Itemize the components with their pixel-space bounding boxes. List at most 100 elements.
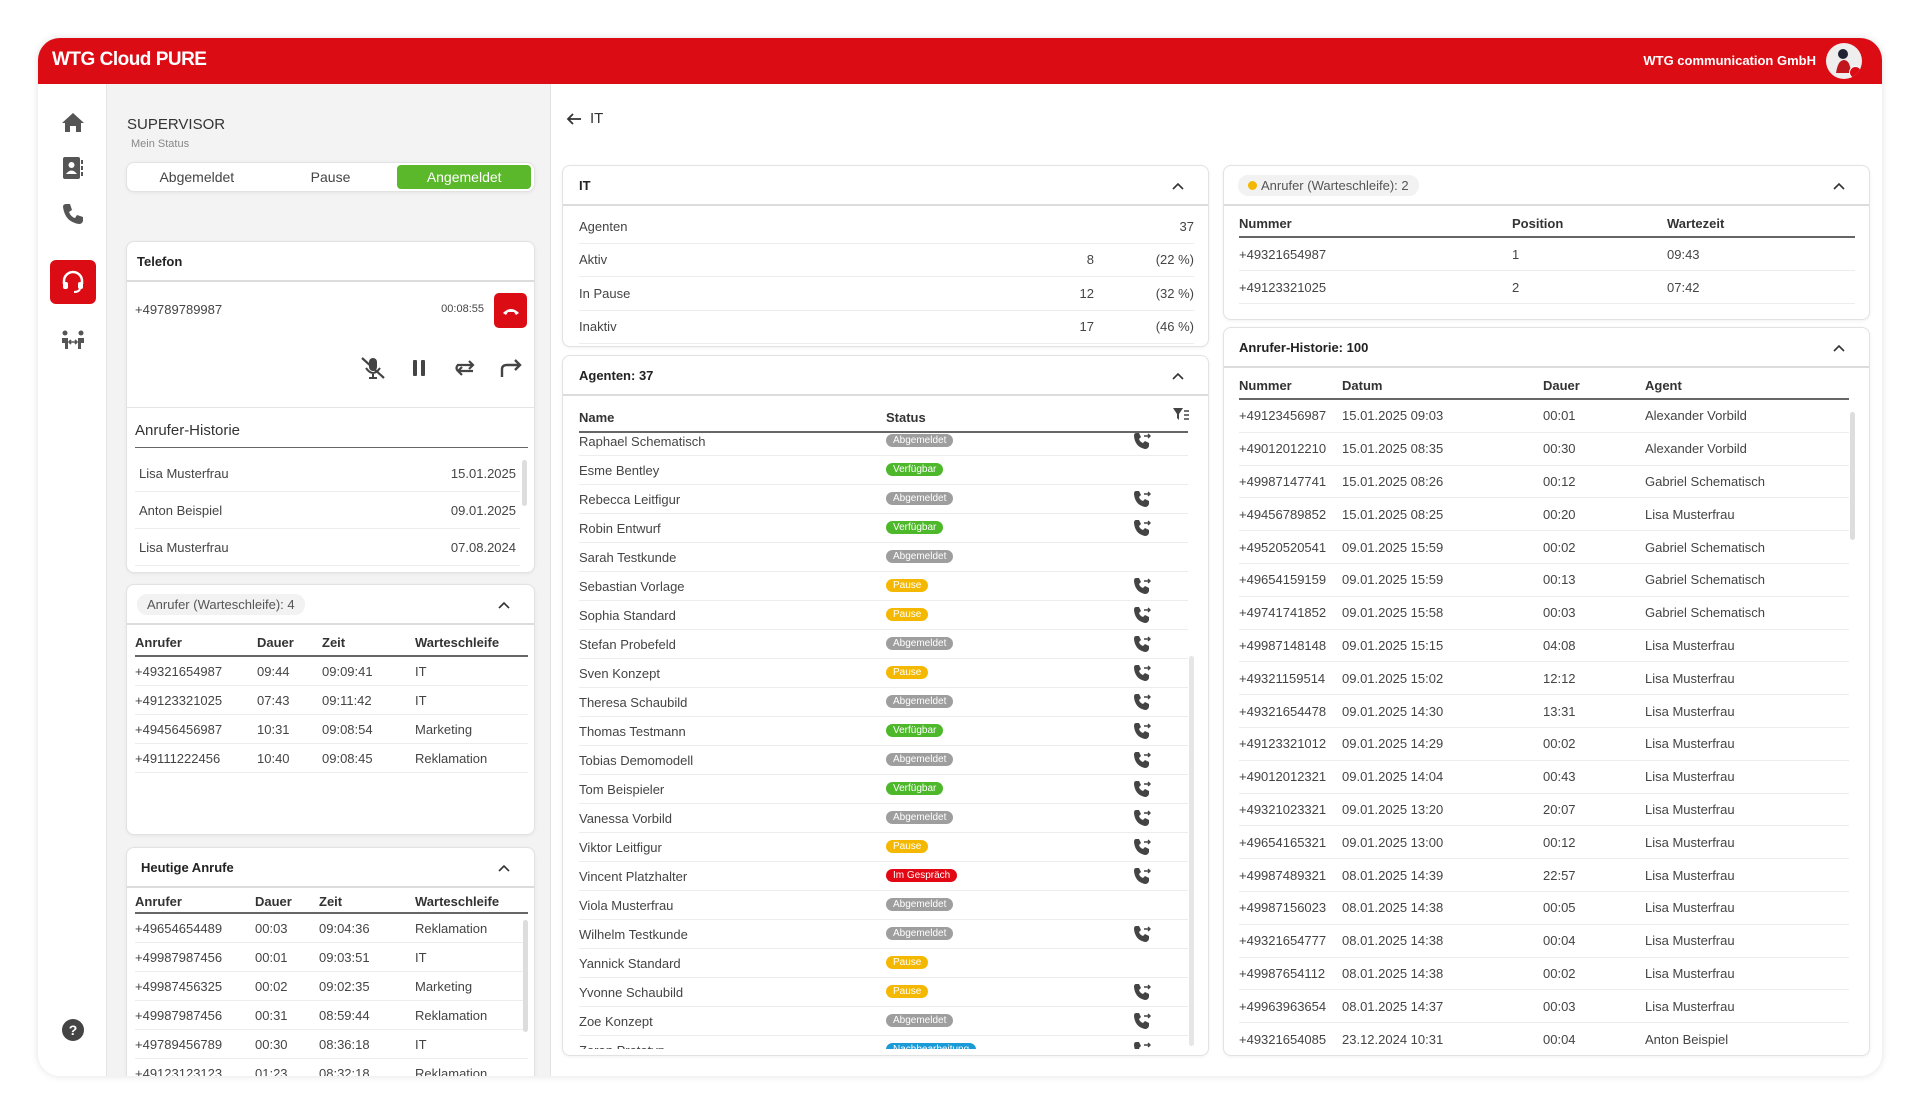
table-row[interactable]: +49123321025 07:43 09:11:42 IT: [135, 686, 528, 715]
it-history-header[interactable]: Anrufer-Historie: 100: [1224, 328, 1869, 368]
table-row[interactable]: +49321654987 09:44 09:09:41 IT: [135, 657, 528, 686]
table-row[interactable]: +49987987456 00:31 08:59:44 Reklamation: [135, 1001, 528, 1030]
today-scrollbar[interactable]: [523, 920, 528, 1032]
agent-row[interactable]: Sebastian Vorlage Pause: [579, 572, 1188, 601]
call-transfer-icon[interactable]: [1133, 664, 1151, 682]
table-row[interactable]: +49987156023 08.01.2025 14:38 00:05 Lisa Mu…: [1239, 892, 1849, 925]
agent-row[interactable]: Yannick Standard Pause: [579, 949, 1188, 978]
agent-row[interactable]: Zoe Konzept Abgemeldet: [579, 1007, 1188, 1036]
call-transfer-icon[interactable]: [1133, 1041, 1151, 1049]
queue-header[interactable]: Anrufer (Warteschleife): 4: [127, 585, 534, 625]
agent-row[interactable]: Raphael Schematisch Abgemeldet: [579, 427, 1188, 456]
forward-icon[interactable]: [498, 356, 524, 380]
agents-header[interactable]: Agenten: 37: [563, 356, 1208, 396]
transfer-icon[interactable]: [452, 356, 478, 380]
chevron-up-icon[interactable]: [1170, 368, 1186, 384]
chevron-up-icon[interactable]: [496, 860, 512, 876]
chevron-up-icon[interactable]: [1831, 340, 1847, 356]
call-transfer-icon[interactable]: [1133, 780, 1151, 798]
nav-home[interactable]: [50, 100, 96, 144]
table-row[interactable]: +49123456987 15.01.2025 09:03 00:01 Alexand…: [1239, 400, 1849, 433]
history-item[interactable]: Anton Beispiel 09.01.2025: [135, 492, 520, 529]
agent-row[interactable]: Stefan Probefeld Abgemeldet: [579, 630, 1188, 659]
table-row[interactable]: +49963963654 08.01.2025 14:37 00:03 Lisa Mu…: [1239, 990, 1849, 1024]
status-angemeldet[interactable]: Angemeldet: [397, 165, 532, 189]
mute-icon[interactable]: [360, 356, 386, 380]
filter-icon[interactable]: [1172, 406, 1190, 422]
agent-row[interactable]: Robin Entwurf Verfügbar: [579, 514, 1188, 543]
chevron-up-icon[interactable]: [1831, 178, 1847, 194]
call-transfer-icon[interactable]: [1133, 722, 1151, 740]
table-row[interactable]: +49654159159 09.01.2025 15:59 00:13 Gabriel…: [1239, 564, 1849, 597]
chevron-up-icon[interactable]: [1170, 178, 1186, 194]
avatar[interactable]: [1826, 43, 1862, 79]
nav-team[interactable]: [50, 318, 96, 362]
stat-row[interactable]: Inaktiv 17 (46 %): [579, 311, 1194, 344]
table-row[interactable]: +49321654987 1 09:43: [1239, 238, 1855, 271]
agent-row[interactable]: Esme Bentley Verfügbar: [579, 456, 1188, 485]
agent-row[interactable]: Wilhelm Testkunde Abgemeldet: [579, 920, 1188, 949]
agent-row[interactable]: Thomas Testmann Verfügbar: [579, 717, 1188, 746]
agent-row[interactable]: Vincent Platzhalter Im Gespräch: [579, 862, 1188, 891]
table-row[interactable]: +49321654478 09.01.2025 14:30 13:31 Lisa Mu…: [1239, 695, 1849, 728]
agent-row[interactable]: Sven Konzept Pause: [579, 659, 1188, 688]
stat-row[interactable]: In Pause 12 (32 %): [579, 277, 1194, 311]
table-row[interactable]: +49987489321 08.01.2025 14:39 22:57 Lisa Mu…: [1239, 859, 1849, 892]
it-header[interactable]: IT: [563, 166, 1208, 206]
agent-row[interactable]: Tom Beispieler Verfügbar: [579, 775, 1188, 804]
call-transfer-icon[interactable]: [1133, 751, 1151, 769]
table-row[interactable]: +49123321025 2 07:42: [1239, 271, 1855, 304]
nav-contacts[interactable]: [50, 146, 96, 190]
table-row[interactable]: +49654165321 09.01.2025 13:00 00:12 Lisa Mu…: [1239, 826, 1849, 860]
nav-supervisor[interactable]: [50, 260, 96, 304]
call-transfer-icon[interactable]: [1133, 838, 1151, 856]
table-row[interactable]: +49789456789 00:30 08:36:18 IT: [135, 1030, 528, 1059]
back-link[interactable]: IT: [566, 110, 603, 127]
table-row[interactable]: +49987987456 00:01 09:03:51 IT: [135, 943, 528, 972]
table-row[interactable]: +49123321012 09.01.2025 14:29 00:02 Lisa Mu…: [1239, 728, 1849, 761]
history-scrollbar[interactable]: [522, 460, 527, 506]
today-header[interactable]: Heutige Anrufe: [127, 848, 534, 888]
chevron-up-icon[interactable]: [496, 597, 512, 613]
call-transfer-icon[interactable]: [1133, 606, 1151, 624]
status-pause[interactable]: Pause: [310, 169, 351, 185]
table-row[interactable]: +49654654489 00:03 09:04:36 Reklamation: [135, 914, 528, 943]
nav-help[interactable]: ?: [50, 1008, 96, 1052]
agent-row[interactable]: Theresa Schaubild Abgemeldet: [579, 688, 1188, 717]
call-transfer-icon[interactable]: [1133, 490, 1151, 508]
table-row[interactable]: +49456456987 10:31 09:08:54 Marketing: [135, 715, 528, 744]
agent-row[interactable]: Viktor Leitfigur Pause: [579, 833, 1188, 862]
agent-row[interactable]: Yvonne Schaubild Pause: [579, 978, 1188, 1007]
stat-row[interactable]: Agenten 37: [579, 210, 1194, 244]
table-row[interactable]: +49012012321 09.01.2025 14:04 00:43 Lisa Mu…: [1239, 761, 1849, 794]
call-transfer-icon[interactable]: [1133, 809, 1151, 827]
agent-row[interactable]: Sophia Standard Pause: [579, 601, 1188, 630]
table-row[interactable]: +49520520541 09.01.2025 15:59 00:02 Gabriel…: [1239, 531, 1849, 564]
history-item[interactable]: Lisa Musterfrau 15.01.2025: [135, 455, 520, 492]
table-row[interactable]: +49012012210 15.01.2025 08:35 00:30 Alexand…: [1239, 433, 1849, 466]
table-row[interactable]: +49987147741 15.01.2025 08:26 00:12 Gabriel…: [1239, 466, 1849, 499]
call-transfer-icon[interactable]: [1133, 577, 1151, 595]
nav-phone[interactable]: [50, 192, 96, 236]
call-transfer-icon[interactable]: [1133, 867, 1151, 885]
table-row[interactable]: +49321159514 09.01.2025 15:02 12:12 Lisa Mu…: [1239, 662, 1849, 696]
table-row[interactable]: +49321023321 09.01.2025 13:20 20:07 Lisa Mu…: [1239, 794, 1849, 827]
history-scrollbar[interactable]: [1850, 412, 1855, 540]
agents-scrollbar[interactable]: [1189, 656, 1194, 1046]
table-row[interactable]: +49321654085 23.12.2024 10:31 00:04 Anton B…: [1239, 1023, 1849, 1052]
table-row[interactable]: +49987148148 09.01.2025 15:15 04:08 Lisa Mu…: [1239, 630, 1849, 663]
table-row[interactable]: +49111222456 10:40 09:08:45 Reklamation: [135, 744, 528, 773]
status-abgemeldet[interactable]: Abgemeldet: [159, 169, 235, 185]
call-transfer-icon[interactable]: [1133, 925, 1151, 943]
history-item[interactable]: Lisa Musterfrau 07.08.2024: [135, 529, 520, 566]
hangup-button[interactable]: [494, 293, 527, 328]
table-row[interactable]: +49321654777 08.01.2025 14:38 00:04 Lisa Mu…: [1239, 925, 1849, 958]
it-queue-header[interactable]: Anrufer (Warteschleife): 2: [1224, 166, 1869, 206]
call-transfer-icon[interactable]: [1133, 432, 1151, 450]
table-row[interactable]: +49456789852 15.01.2025 08:25 00:20 Lisa Mu…: [1239, 498, 1849, 532]
table-row[interactable]: +49741741852 09.01.2025 15:58 00:03 Gabriel…: [1239, 597, 1849, 630]
agent-row[interactable]: Viola Musterfrau Abgemeldet: [579, 891, 1188, 920]
agent-row[interactable]: Sarah Testkunde Abgemeldet: [579, 543, 1188, 572]
call-transfer-icon[interactable]: [1133, 635, 1151, 653]
table-row[interactable]: +49987654112 08.01.2025 14:38 00:02 Lisa Mu…: [1239, 958, 1849, 991]
